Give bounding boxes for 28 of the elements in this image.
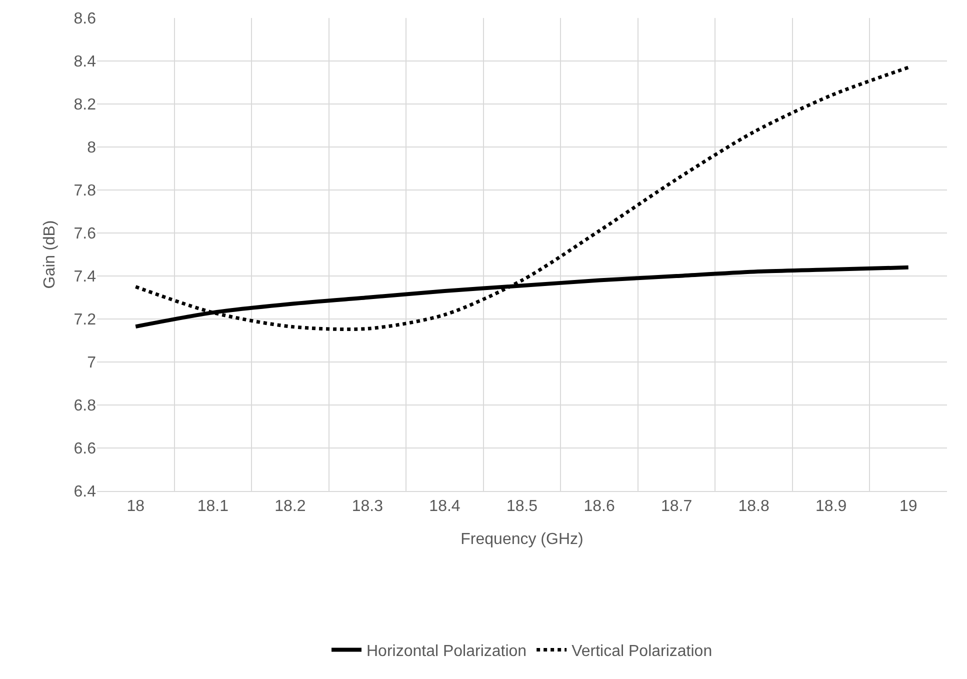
x-tick-label: 19	[899, 498, 918, 516]
y-tick-label: 8.4	[74, 54, 96, 71]
y-tick-label: 7.8	[74, 182, 96, 200]
x-tick-label: 18.1	[197, 498, 229, 516]
legend-label: Vertical Polarization	[572, 643, 712, 660]
y-tick-label: 7.6	[74, 226, 96, 243]
line-series	[134, 66, 910, 332]
x-tick-label: 18.5	[506, 498, 538, 516]
y-tick-label: 6.8	[74, 398, 96, 415]
y-tick-label: 8.6	[74, 10, 96, 28]
y-tick-label: 8	[87, 140, 96, 157]
y-tick-label: 6.6	[74, 440, 96, 458]
x-tick-label: 18.7	[660, 498, 692, 516]
x-tick-label: 18.9	[816, 498, 847, 516]
legend-label: Horizontal Polarization	[366, 643, 527, 660]
x-tick-label: 18.6	[584, 498, 615, 516]
x-tick-label: 18.2	[274, 498, 306, 516]
y-tick-label: 6.4	[74, 484, 96, 501]
x-axis-title: Frequency (GHz)	[460, 530, 584, 548]
y-tick-label: 7.4	[74, 268, 96, 286]
x-tick-label: 18.4	[429, 498, 460, 516]
x-tick-label: 18.8	[738, 498, 770, 516]
y-tick-label: 8.2	[74, 96, 96, 114]
y-axis-title: Gain (dB)	[42, 220, 59, 289]
x-tick-label: 18	[126, 498, 145, 516]
y-tick-label: 7.2	[74, 312, 96, 329]
x-tick-label: 18.3	[352, 498, 384, 516]
y-tick-label: 7	[87, 354, 96, 372]
